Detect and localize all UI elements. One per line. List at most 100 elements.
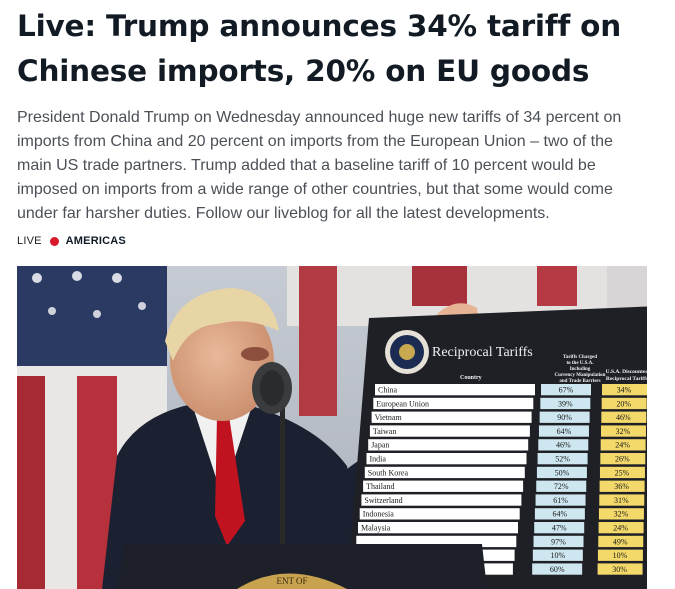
tariff-row: Taiwan 64% 32% xyxy=(369,425,646,437)
charged-value: 72% xyxy=(554,482,569,491)
headline-line[interactable]: Chinese imports, 20% on EU goods xyxy=(17,54,590,88)
live-label: LIVE xyxy=(17,235,42,247)
podium: ENT OF xyxy=(117,544,487,589)
headline-line[interactable]: Live: Trump announces 34% tariff on xyxy=(17,9,622,43)
reciprocal-cell xyxy=(601,411,647,423)
column-charged-line: Currency Manipulation xyxy=(555,373,606,378)
reciprocal-cell xyxy=(600,439,646,451)
charged-cell xyxy=(532,563,583,575)
country-cell xyxy=(371,411,532,423)
reciprocal-cell xyxy=(601,397,647,410)
reciprocal-cell xyxy=(599,480,645,492)
tariff-row: Malaysia 47% 24% xyxy=(358,522,644,534)
charged-value: 46% xyxy=(556,441,571,450)
column-charged-line: to the U.S.A. xyxy=(566,361,594,366)
column-charged-line: and Trade Barriers xyxy=(559,379,600,384)
charged-cell xyxy=(540,397,591,410)
speaker xyxy=(102,288,479,589)
reciprocal-cell xyxy=(600,425,646,437)
country-cell xyxy=(375,384,535,396)
reciprocal-value: 25% xyxy=(615,468,630,477)
headline[interactable]: Live: Trump announces 34% tariff on Chin… xyxy=(17,4,667,94)
reciprocal-value: 36% xyxy=(614,482,629,491)
country-name: European Union xyxy=(376,399,429,408)
country-name: Thailand xyxy=(366,482,394,491)
charged-cell xyxy=(541,384,591,396)
country-cell xyxy=(361,494,522,506)
reciprocal-cell xyxy=(598,522,644,534)
country-name: South Korea xyxy=(368,468,409,477)
summary-line: President Donald Trump on Wednesday anno… xyxy=(17,109,622,126)
region-link[interactable]: AMERICAS xyxy=(65,235,126,247)
tariff-row: China 67% 34% xyxy=(375,384,647,396)
tariff-row: Vietnam 90% 46% xyxy=(371,411,647,423)
charged-cell xyxy=(537,453,588,465)
charged-value: 60% xyxy=(550,565,565,574)
charged-value: 67% xyxy=(559,386,574,395)
tariff-row: Indonesia 64% 32% xyxy=(359,508,644,520)
reciprocal-cell xyxy=(599,494,645,506)
charged-value: 47% xyxy=(552,524,567,533)
charged-cell xyxy=(535,494,586,506)
tariff-row: Thailand 72% 36% xyxy=(363,480,645,492)
country-cell xyxy=(356,535,517,548)
reciprocal-value: 46% xyxy=(616,413,631,422)
reciprocal-cell xyxy=(597,549,643,561)
summary-line: under far harsher duties. Follow our liv… xyxy=(17,205,550,222)
charged-cell xyxy=(534,522,585,534)
charged-value: 97% xyxy=(551,537,566,546)
reciprocal-value: 20% xyxy=(616,399,631,408)
country-cell xyxy=(368,439,529,451)
column-charged-line: Including xyxy=(570,367,591,372)
summary-line: main US trade partners. Trump added that… xyxy=(17,157,596,174)
country-cell xyxy=(373,397,534,410)
country-cell xyxy=(358,522,518,534)
column-discounted-line: Reciprocal Tariffs xyxy=(606,376,647,382)
reciprocal-cell xyxy=(600,453,646,465)
country-name: Vietnam xyxy=(375,413,403,422)
charged-cell xyxy=(538,425,589,437)
country-name: Malaysia xyxy=(361,524,391,533)
reciprocal-value: 10% xyxy=(613,551,628,560)
charged-value: 64% xyxy=(553,510,568,519)
reciprocal-value: 30% xyxy=(612,565,627,574)
charged-cell xyxy=(532,549,583,561)
charged-cell xyxy=(536,480,587,492)
charged-value: 10% xyxy=(551,551,566,560)
charged-cell xyxy=(538,439,589,451)
column-country: Country xyxy=(460,375,482,381)
tariff-row: 97% 49% xyxy=(356,535,644,548)
tariff-row: Switzerland 61% 31% xyxy=(361,494,645,506)
tariff-row: European Union 39% 20% xyxy=(373,397,647,410)
column-discounted-line: U.S.A. Discounted xyxy=(606,369,647,375)
live-dot-icon xyxy=(49,236,59,246)
article-photo[interactable]: Reciprocal Tariffs Country Tariffs Charg… xyxy=(17,266,647,589)
article-tagline: LIVE AMERICAS xyxy=(17,234,126,248)
country-cell xyxy=(363,480,524,492)
reciprocal-cell xyxy=(597,563,643,575)
podium-seal-text: ENT OF xyxy=(276,576,307,586)
reciprocal-value: 34% xyxy=(617,386,632,395)
reciprocal-cell xyxy=(598,535,644,548)
reciprocal-cell xyxy=(602,384,647,396)
country-name: Taiwan xyxy=(373,427,396,436)
country-cell xyxy=(364,466,525,479)
reciprocal-value: 32% xyxy=(614,510,629,519)
charged-cell xyxy=(539,411,590,423)
charged-value: 39% xyxy=(558,399,573,408)
charged-cell xyxy=(536,466,587,479)
charged-cell xyxy=(534,508,585,520)
photo-illustration: Reciprocal Tariffs Country Tariffs Charg… xyxy=(17,266,647,589)
charged-value: 64% xyxy=(557,427,572,436)
charged-value: 90% xyxy=(557,413,572,422)
country-cell xyxy=(359,508,520,520)
country-cell xyxy=(366,453,527,465)
charged-value: 52% xyxy=(555,455,570,464)
charged-value: 61% xyxy=(553,496,568,505)
country-name: Japan xyxy=(371,441,389,450)
column-charged-line: Tariffs Charged xyxy=(563,355,597,360)
reciprocal-cell xyxy=(599,466,645,479)
